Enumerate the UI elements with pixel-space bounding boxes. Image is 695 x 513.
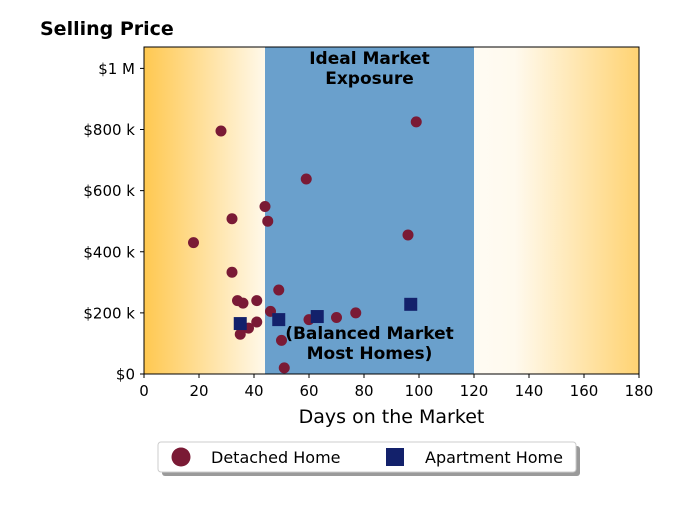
legend-detached-marker <box>171 447 191 467</box>
x-tick-label: 40 <box>244 382 263 400</box>
detached-home-point <box>331 311 342 323</box>
y-tick-label: $400 k <box>83 243 135 261</box>
x-tick-label: 120 <box>460 382 489 400</box>
detached-home-point <box>215 125 227 137</box>
detached-home-point <box>251 295 263 307</box>
ideal-band-bottom-label: (Balanced Market Most Homes) <box>285 324 454 364</box>
legend-detached-label: Detached Home <box>211 448 341 467</box>
detached-home-point <box>262 215 274 227</box>
y-tick-label: $600 k <box>83 182 135 200</box>
x-tick-label: 100 <box>405 382 434 400</box>
x-tick-label: 160 <box>570 382 599 400</box>
legend-apartment-marker <box>386 448 404 466</box>
apartment-home-point <box>310 310 324 324</box>
data-points <box>188 116 422 374</box>
legend: Detached Home Apartment Home <box>157 441 580 476</box>
x-axis-label: Days on the Market <box>299 406 485 428</box>
detached-home-point <box>350 307 362 319</box>
x-tick-label: 180 <box>625 382 654 400</box>
detached-home-point <box>226 266 238 278</box>
detached-home-point <box>259 201 271 213</box>
y-tick-label: $200 k <box>83 304 135 322</box>
plot-frame <box>143 46 640 375</box>
ideal-exposure-band <box>265 47 474 374</box>
legend-apartment-label: Apartment Home <box>425 448 563 467</box>
detached-home-point <box>234 328 246 340</box>
detached-home-point <box>273 284 285 296</box>
x-tick-label: 20 <box>189 382 208 400</box>
y-axis-ticks: $0 $200 k $400 k $600 k $800 k $1 M <box>83 60 144 384</box>
detached-home-point <box>237 297 249 309</box>
detached-home-point <box>402 229 414 241</box>
apartment-home-point <box>272 313 286 327</box>
y-tick-label: $1 M <box>98 60 135 78</box>
x-axis-ticks: 0 20 40 60 80 100 120 140 160 180 <box>139 374 653 400</box>
detached-home-point <box>251 316 263 328</box>
ideal-band-top-label: Ideal Market Exposure <box>309 49 430 89</box>
detached-home-point <box>226 213 238 225</box>
detached-home-point <box>300 173 312 185</box>
x-tick-label: 140 <box>515 382 544 400</box>
detached-home-point <box>276 334 287 346</box>
x-tick-label: 0 <box>139 382 149 400</box>
legend-box <box>157 441 577 473</box>
x-tick-label: 80 <box>354 382 373 400</box>
apartment-home-point <box>404 297 418 311</box>
apartment-home-point <box>233 317 247 331</box>
detached-home-point <box>410 116 422 128</box>
detached-home-point <box>188 237 199 249</box>
chart-title: Selling Price <box>40 18 174 40</box>
x-tick-label: 60 <box>299 382 318 400</box>
y-tick-label: $800 k <box>83 121 135 139</box>
detached-home-point <box>278 362 290 374</box>
y-tick-label: $0 <box>116 366 135 384</box>
